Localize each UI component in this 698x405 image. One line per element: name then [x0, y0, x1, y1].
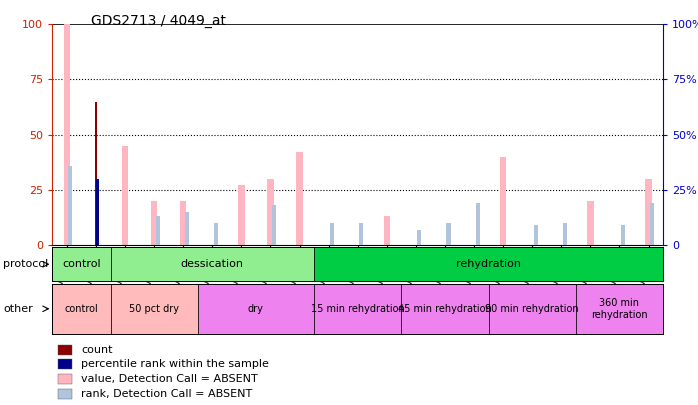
Bar	[401, 284, 489, 334]
Text: GDS2713 / 4049_at: GDS2713 / 4049_at	[91, 14, 225, 28]
Bar	[94, 102, 98, 245]
Text: value, Detection Call = ABSENT: value, Detection Call = ABSENT	[81, 374, 258, 384]
Bar	[297, 152, 303, 245]
Bar	[68, 166, 73, 245]
Bar	[180, 201, 186, 245]
Text: percentile rank within the sample: percentile rank within the sample	[81, 359, 269, 369]
Bar	[587, 201, 593, 245]
Text: rank, Detection Call = ABSENT: rank, Detection Call = ABSENT	[81, 389, 252, 399]
Text: other: other	[3, 304, 34, 313]
Text: rehydration: rehydration	[456, 259, 521, 269]
Bar	[156, 216, 160, 245]
Bar	[96, 179, 98, 245]
Bar	[272, 205, 276, 245]
Bar	[646, 179, 652, 245]
Text: control: control	[62, 259, 101, 269]
Text: control: control	[64, 304, 98, 314]
Text: 50 pct dry: 50 pct dry	[129, 304, 179, 314]
Bar	[52, 284, 110, 334]
Bar	[330, 223, 334, 245]
Bar	[110, 284, 198, 334]
Bar	[59, 359, 72, 369]
Bar	[151, 201, 157, 245]
Bar	[198, 284, 314, 334]
Bar	[576, 284, 663, 334]
Bar	[238, 185, 244, 245]
Bar	[52, 247, 110, 281]
Text: 360 min
rehydration: 360 min rehydration	[591, 298, 648, 320]
Bar	[59, 345, 72, 354]
Bar	[417, 230, 422, 245]
Text: 15 min rehydration: 15 min rehydration	[311, 304, 405, 314]
Bar	[475, 203, 480, 245]
Bar	[359, 223, 363, 245]
Bar	[314, 284, 401, 334]
Bar	[563, 223, 567, 245]
Bar	[214, 223, 218, 245]
Bar	[384, 216, 390, 245]
Bar	[447, 223, 450, 245]
Bar	[59, 374, 72, 384]
Bar	[185, 212, 188, 245]
Bar	[621, 225, 625, 245]
Text: dessication: dessication	[181, 259, 244, 269]
Text: 90 min rehydration: 90 min rehydration	[485, 304, 579, 314]
Bar	[122, 146, 128, 245]
Bar	[64, 24, 70, 245]
Bar	[59, 389, 72, 399]
Text: dry: dry	[248, 304, 264, 314]
Bar	[489, 284, 576, 334]
Bar	[267, 179, 274, 245]
Text: 45 min rehydration: 45 min rehydration	[398, 304, 492, 314]
Bar	[500, 157, 506, 245]
Bar	[650, 203, 654, 245]
Bar	[110, 247, 314, 281]
Text: protocol: protocol	[3, 260, 49, 269]
Bar	[534, 225, 537, 245]
Bar	[314, 247, 663, 281]
Text: count: count	[81, 345, 112, 354]
